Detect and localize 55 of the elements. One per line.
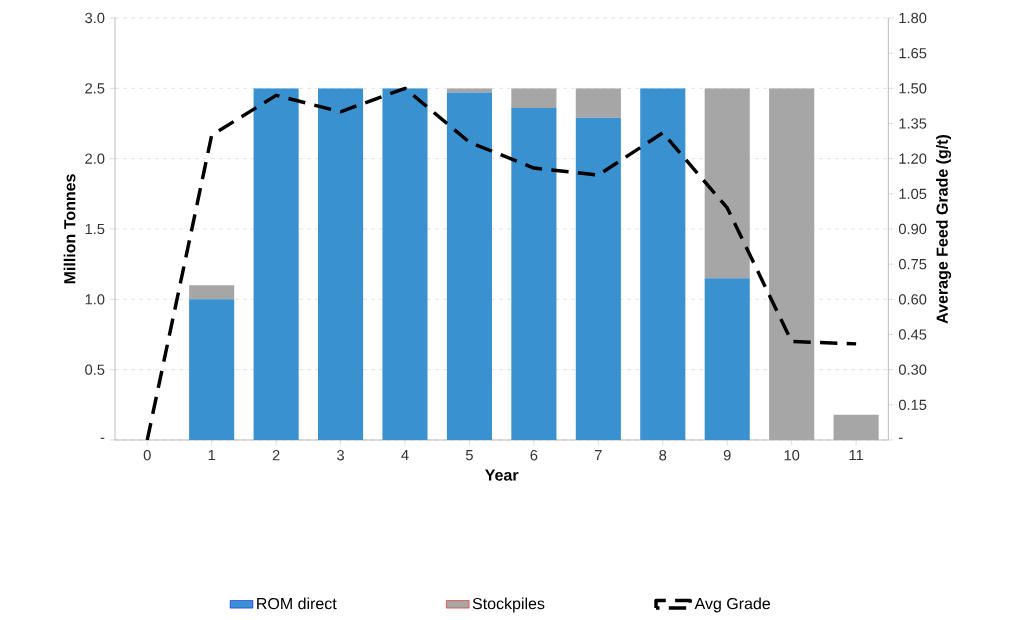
x-tick-label: 9 [723, 450, 731, 461]
bar [704, 88, 750, 279]
y2-tick-label: 0.30 [898, 364, 927, 375]
bar [253, 88, 299, 440]
y2-tick-label: - [899, 437, 903, 439]
y2-tick-label: 1.50 [899, 83, 927, 94]
bar [769, 88, 815, 440]
y-tick-label: 2.5 [85, 83, 105, 94]
bar [640, 88, 686, 440]
x-tick-label: 10 [784, 450, 800, 461]
y2-tick-label: 0.60 [898, 294, 927, 305]
bar [446, 92, 492, 440]
y2-tick-label: 1.35 [899, 118, 927, 129]
y2-axis-title: Average Feed Grade (g/t) [936, 134, 952, 324]
bar [318, 88, 364, 440]
bar [511, 108, 557, 440]
y2-tick-label: 1.20 [899, 153, 927, 164]
x-tick-label: 1 [208, 450, 216, 461]
y2-tick-label: 0.45 [898, 329, 927, 340]
x-tick-label: 5 [465, 450, 473, 461]
x-tick-label: 6 [530, 450, 538, 461]
legend-label: Stockpiles [472, 597, 545, 613]
x-tick-label: 11 [849, 450, 864, 461]
x-tick-label: 8 [659, 450, 667, 461]
y2-tick-label: 0.90 [898, 223, 927, 235]
y-tick-label: 0.5 [85, 364, 105, 375]
bar [446, 88, 492, 93]
bar [382, 88, 428, 440]
x-tick-label: 4 [401, 450, 409, 461]
bar [189, 285, 235, 300]
x-tick-label: 7 [595, 450, 602, 461]
bar [704, 278, 750, 440]
y2-tick-label: 1.65 [899, 47, 927, 59]
bar [575, 88, 621, 118]
bar [833, 414, 879, 440]
y-tick-label: 2.0 [85, 153, 105, 164]
bar [189, 299, 235, 440]
bar [511, 88, 557, 109]
y2-tick-label: 1.80 [899, 12, 927, 24]
x-tick-label: 3 [337, 450, 344, 461]
y-tick-label: 1.0 [85, 294, 105, 305]
y2-tick-label: 0.15 [898, 399, 927, 411]
y2-tick-label: 0.75 [898, 258, 927, 270]
y-tick-label: - [100, 437, 105, 439]
x-tick-label: 0 [143, 450, 151, 461]
y-tick-label: 1.5 [85, 223, 105, 235]
y-axis-title: Million Tonnes [63, 174, 76, 284]
legend-label: ROM direct [257, 597, 337, 610]
x-axis-title: Year [485, 469, 519, 481]
x-tick-label: 2 [272, 450, 280, 461]
bar [575, 117, 621, 440]
line-series [145, 86, 858, 440]
legend-label: Avg Grade [694, 597, 771, 613]
y2-tick-label: 1.05 [899, 188, 927, 200]
y-tick-label: 3.0 [85, 12, 105, 24]
